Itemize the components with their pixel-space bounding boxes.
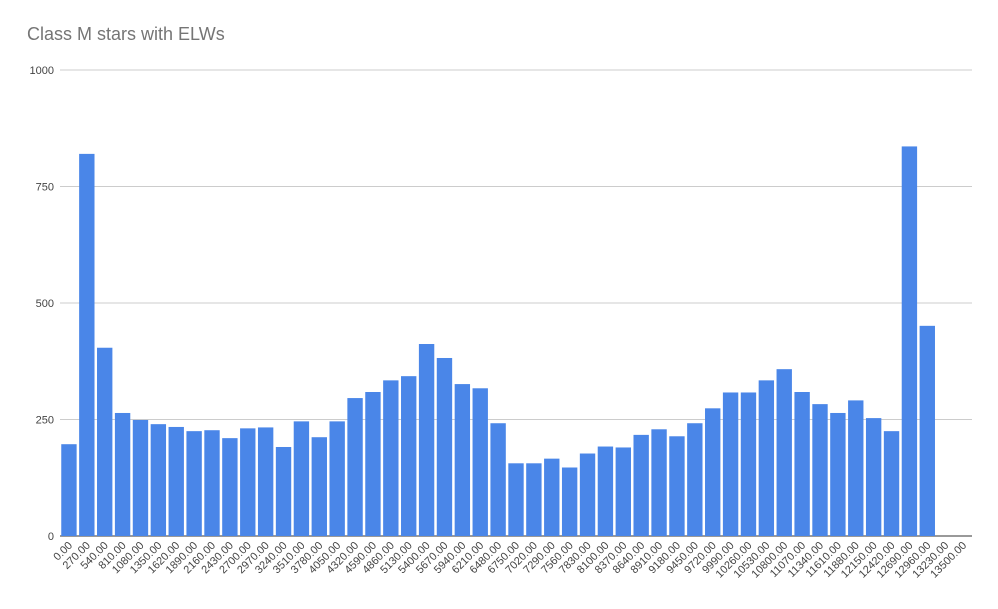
bar [794, 392, 810, 536]
bar [418, 344, 435, 536]
bar [705, 408, 721, 536]
bar [383, 380, 399, 536]
bar [150, 424, 167, 536]
bar [597, 446, 614, 536]
y-tick-label: 750 [36, 182, 54, 194]
bar [669, 436, 685, 536]
bar [347, 398, 363, 536]
bar [79, 153, 95, 536]
bar [740, 392, 757, 536]
bar [615, 447, 631, 536]
bar [365, 392, 381, 536]
bar [687, 423, 703, 536]
y-tick-label: 0 [48, 531, 54, 543]
bar [401, 376, 417, 536]
bar [275, 446, 292, 536]
bar [883, 431, 900, 536]
bar [633, 434, 649, 536]
bar [544, 458, 560, 536]
bar [490, 423, 506, 536]
bar [436, 357, 453, 536]
bar [186, 431, 202, 536]
bar [311, 437, 327, 536]
bar [812, 404, 828, 536]
bar [865, 418, 882, 536]
bar [722, 392, 739, 536]
bar [454, 384, 471, 536]
bar [168, 426, 184, 536]
bar [526, 463, 542, 536]
y-tick-label: 500 [36, 298, 54, 310]
bar [472, 388, 488, 536]
bar [329, 421, 345, 536]
bar [579, 453, 596, 536]
bar [257, 427, 274, 536]
y-tick-label: 250 [36, 415, 54, 427]
chart-title: Class M stars with ELWs [27, 24, 225, 44]
bar [758, 380, 775, 536]
bar [651, 429, 667, 536]
bar [776, 369, 792, 536]
bar [222, 438, 238, 536]
bar [114, 412, 131, 536]
bar [508, 463, 524, 536]
bar [919, 325, 935, 536]
bar [240, 428, 256, 536]
bar [204, 430, 220, 536]
bar [132, 419, 149, 536]
bar [561, 467, 578, 536]
bar [97, 347, 113, 536]
bar [293, 421, 310, 536]
bar [848, 400, 864, 536]
y-tick-label: 1000 [30, 65, 54, 77]
bar [61, 444, 77, 536]
bar [830, 412, 846, 536]
bar [901, 146, 918, 536]
